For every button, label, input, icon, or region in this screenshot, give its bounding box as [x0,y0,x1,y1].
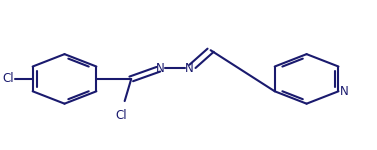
Text: N: N [156,62,165,75]
Text: Cl: Cl [3,72,14,85]
Text: Cl: Cl [116,109,127,122]
Text: N: N [185,62,194,75]
Text: N: N [340,85,348,98]
